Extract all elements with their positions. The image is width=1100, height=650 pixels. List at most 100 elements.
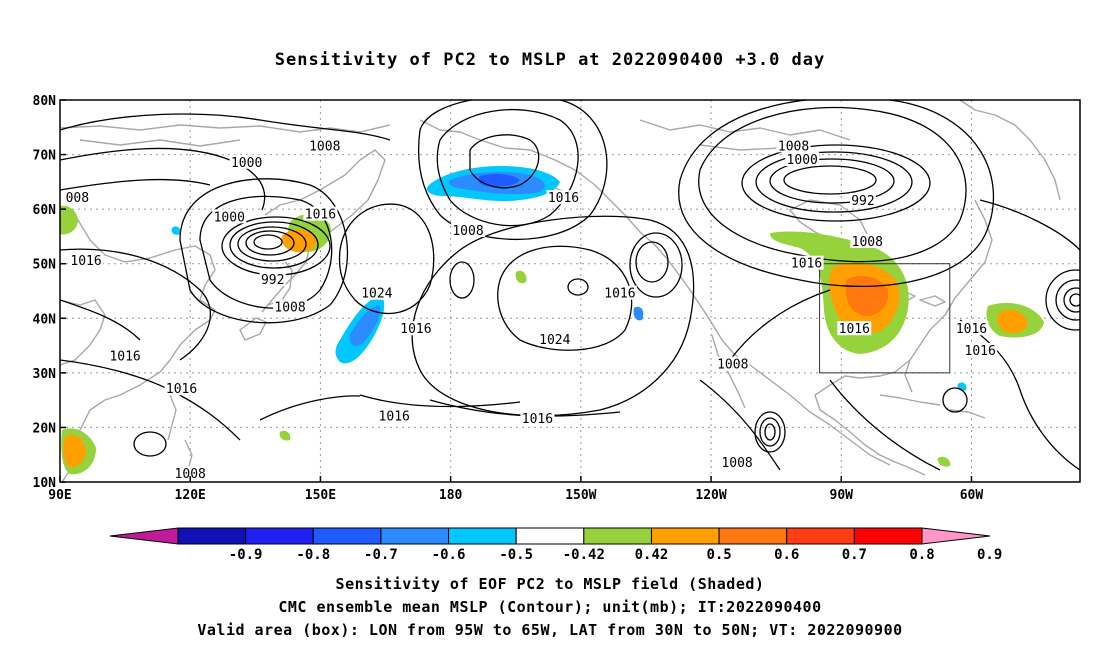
- contour-label: 992: [851, 194, 874, 209]
- lat-label: 70N: [33, 149, 57, 164]
- contour-label-bg: [776, 138, 811, 153]
- lon-label: 120W: [695, 488, 726, 503]
- contour-label: 1000: [214, 210, 245, 225]
- contour-label-bg: [307, 138, 342, 153]
- contour-label: 1008: [717, 358, 748, 373]
- latitude-axis: 80N 70N 60N 50N 40N 30N 20N 10N: [33, 94, 66, 491]
- shade-green-small-2: [279, 430, 291, 441]
- contour-label-bg: [837, 321, 872, 336]
- contour-label-bg: [273, 299, 308, 314]
- contour-label-bg: [173, 465, 208, 480]
- colorbar-arrow-left: [109, 527, 179, 545]
- lat-label: 80N: [33, 94, 57, 109]
- shade-orange-philippines: [63, 434, 86, 468]
- footer-line-2: CMC ensemble mean MSLP (Contour); unit(m…: [278, 598, 822, 616]
- shade-orange-atlantic: [997, 309, 1028, 334]
- contour-label: 1008: [274, 300, 305, 315]
- contour-label: 1008: [452, 224, 483, 239]
- contour-label-bg: [789, 255, 824, 270]
- contour-label-bg: [229, 154, 264, 169]
- contour-label-bg: [520, 411, 555, 426]
- contour-label: 1024: [361, 287, 392, 302]
- shade-darkblue-north-pacific: [478, 173, 520, 187]
- contour-label-bg: [850, 233, 885, 248]
- colorbar-segment: [583, 527, 652, 545]
- colorbar-tick-label: 0.6: [774, 547, 799, 563]
- lat-label: 30N: [33, 367, 57, 382]
- contour-label-bg: [64, 190, 91, 205]
- valid-area-box: [819, 263, 951, 374]
- colorbar-tick-label: -0.42: [563, 547, 605, 563]
- contour-label-bg: [785, 152, 820, 167]
- contour-label: 1016: [400, 322, 431, 337]
- colorbar-segment: [177, 527, 247, 545]
- colorbar-tick-label: 0.8: [909, 547, 934, 563]
- longitude-axis: 90E 120E 150E 180 150W 120W 90W 60W: [48, 476, 983, 503]
- shade-lightblue-small-3: [171, 226, 181, 235]
- contour-label-bg: [720, 454, 755, 469]
- contour-label-bg: [715, 356, 750, 371]
- contour-label: 1008: [175, 467, 206, 482]
- mslp-contours: [60, 100, 1080, 471]
- lat-label: 10N: [33, 476, 57, 491]
- plot-frame: [59, 99, 1081, 483]
- footer-line-3: Valid area (box): LON from 95W to 65W, L…: [197, 621, 903, 639]
- contour-label: 1008: [852, 235, 883, 250]
- contour-label: 992: [261, 273, 284, 288]
- contour-label-bg: [303, 206, 338, 221]
- colorbar-tick-label: -0.5: [499, 547, 533, 563]
- colorbar-tick-label: -0.6: [432, 547, 466, 563]
- colorbar: -0.9 -0.8 -0.7 -0.6 -0.5 -0.42 0.42 0.5 0.6 0.7 0.…: [109, 527, 1002, 563]
- contour-label: 1016: [956, 322, 987, 337]
- sensitivity-shading: [60, 166, 1044, 475]
- colorbar-arrow-right: [921, 527, 991, 545]
- contour-label: 1008: [309, 139, 340, 154]
- contour-label-bg: [398, 321, 433, 336]
- colorbar-tick-label: 0.9: [977, 547, 1002, 563]
- contour-label-bg: [259, 272, 286, 287]
- colorbar-segment: [786, 527, 855, 545]
- contour-label: 1016: [965, 344, 996, 359]
- lon-label: 150E: [305, 488, 336, 503]
- colorbar-tick-label: 0.42: [635, 547, 669, 563]
- contour-label: 1016: [109, 349, 140, 364]
- contour-label: 1016: [548, 191, 579, 206]
- contour-label-bg: [377, 408, 412, 423]
- contour-label-bg: [164, 381, 199, 396]
- lon-label: 180: [439, 488, 463, 503]
- lat-label: 20N: [33, 421, 57, 436]
- map-title: Sensitivity of PC2 to MSLP at 2022090400…: [274, 50, 826, 70]
- contour-label-bg: [451, 222, 485, 237]
- contour-label: 1024: [539, 333, 570, 348]
- contour-label-bg: [212, 209, 247, 224]
- contour-label-bg: [546, 190, 581, 205]
- contour-label-bg: [849, 192, 876, 207]
- colorbar-segment: [853, 527, 923, 545]
- contour-label: 1016: [70, 254, 101, 269]
- colorbar-segment: [245, 527, 314, 545]
- contour-label: 1008: [778, 139, 809, 154]
- contour-label: 1016: [522, 412, 553, 427]
- gridlines: [60, 100, 1080, 482]
- contour-label: 1000: [787, 153, 818, 168]
- contour-label-bg: [69, 252, 104, 267]
- shade-lightblue-small-1: [633, 306, 644, 321]
- lon-label: 90W: [830, 488, 854, 503]
- contour-label-bg: [108, 348, 143, 363]
- colorbar-segment: [515, 527, 585, 545]
- contour-label: 1016: [791, 257, 822, 272]
- contour-label: 1016: [379, 410, 410, 425]
- contour-label: 1008: [721, 456, 752, 471]
- colorbar-tick-label: -0.8: [296, 547, 330, 563]
- shade-green-west-edge: [60, 205, 78, 235]
- lon-label: 60W: [960, 488, 984, 503]
- contour-label-bg: [359, 285, 394, 300]
- contour-label-bg: [954, 321, 989, 336]
- shade-green-small-3: [937, 456, 951, 467]
- colorbar-segment: [312, 527, 382, 545]
- shade-orange-east-asia: [281, 229, 317, 253]
- contour-label: 1016: [839, 322, 870, 337]
- colorbar-tick-label: -0.7: [364, 547, 398, 563]
- colorbar-tick-label: -0.9: [229, 547, 263, 563]
